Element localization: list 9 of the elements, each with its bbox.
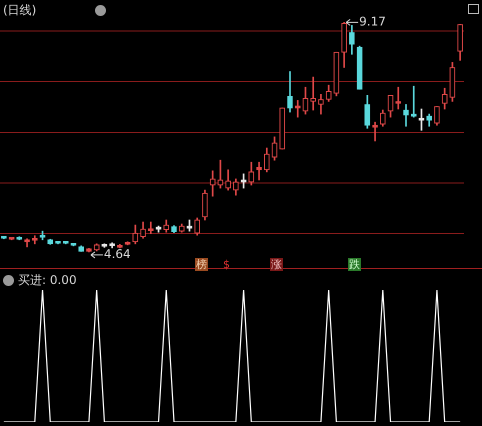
chart-title: 买进: 0.00 — [18, 272, 77, 289]
text: $ — [222, 258, 231, 271]
chart-title: (日线) — [3, 2, 36, 19]
text: 涨 — [270, 258, 283, 271]
annotation: 9.17 — [359, 14, 386, 28]
text: 跌 — [348, 258, 361, 271]
text: 榜 — [195, 258, 208, 271]
annotation: 4.64 — [104, 247, 131, 262]
candlestick — [256, 162, 262, 180]
